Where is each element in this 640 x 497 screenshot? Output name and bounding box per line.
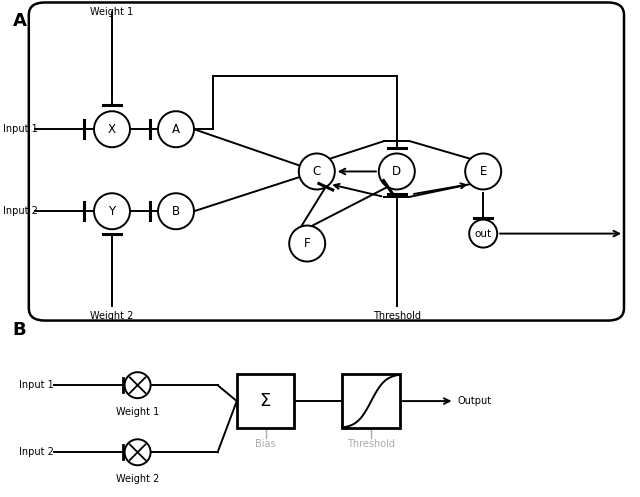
Text: Weight 1: Weight 1	[116, 407, 159, 417]
Text: Weight 1: Weight 1	[90, 7, 134, 17]
Text: F: F	[304, 237, 310, 250]
Ellipse shape	[158, 111, 194, 147]
FancyBboxPatch shape	[29, 2, 624, 321]
Text: B: B	[172, 205, 180, 218]
Ellipse shape	[158, 193, 194, 229]
Text: Output: Output	[458, 396, 492, 406]
Text: $\Sigma$: $\Sigma$	[259, 392, 272, 410]
Ellipse shape	[299, 154, 335, 189]
Text: Input 1: Input 1	[3, 124, 38, 134]
Text: Threshold: Threshold	[348, 439, 396, 449]
Ellipse shape	[379, 154, 415, 189]
Ellipse shape	[469, 220, 497, 248]
Text: B: B	[13, 321, 26, 338]
Text: Weight 2: Weight 2	[116, 474, 159, 484]
Text: E: E	[479, 165, 487, 178]
Ellipse shape	[289, 226, 325, 261]
Ellipse shape	[94, 193, 130, 229]
Text: X: X	[108, 123, 116, 136]
Text: Input 2: Input 2	[19, 447, 54, 457]
Text: Input 1: Input 1	[19, 380, 54, 390]
Ellipse shape	[94, 111, 130, 147]
Text: Y: Y	[108, 205, 116, 218]
Text: D: D	[392, 165, 401, 178]
Ellipse shape	[465, 154, 501, 189]
Ellipse shape	[125, 439, 150, 465]
Text: Threshold: Threshold	[372, 311, 421, 321]
Ellipse shape	[125, 372, 150, 398]
Text: C: C	[313, 165, 321, 178]
Text: Weight 2: Weight 2	[90, 311, 134, 321]
Text: A: A	[13, 12, 27, 30]
Text: Bias: Bias	[255, 439, 276, 449]
Text: A: A	[172, 123, 180, 136]
Bar	[342, 374, 400, 428]
Bar	[237, 374, 294, 428]
Text: out: out	[475, 229, 492, 239]
Text: Input 2: Input 2	[3, 206, 38, 216]
